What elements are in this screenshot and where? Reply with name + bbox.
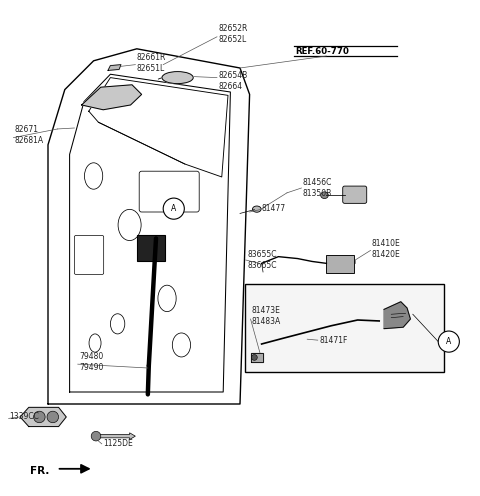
Text: 81477: 81477 [262,204,286,213]
Text: 1339CC: 1339CC [10,413,39,422]
FancyBboxPatch shape [137,235,165,261]
Polygon shape [20,407,66,427]
Text: 82652R
82652L: 82652R 82652L [218,24,248,45]
Text: A: A [446,337,451,346]
FancyBboxPatch shape [245,285,444,372]
Text: REF.60-770: REF.60-770 [295,47,349,56]
Ellipse shape [252,206,261,212]
Text: 82654B
82664: 82654B 82664 [218,71,248,91]
Text: 1125DE: 1125DE [103,439,133,448]
FancyBboxPatch shape [326,255,354,273]
Polygon shape [251,353,263,362]
Circle shape [163,198,184,219]
Circle shape [252,355,257,360]
Ellipse shape [321,192,328,198]
Circle shape [47,411,59,423]
Polygon shape [108,64,121,70]
Text: 83655C
83665C: 83655C 83665C [247,250,276,270]
Circle shape [34,411,45,423]
FancyBboxPatch shape [343,186,367,203]
Text: 79480
79490: 79480 79490 [79,352,104,372]
Circle shape [91,432,101,441]
Polygon shape [384,302,410,329]
Text: A: A [171,204,176,213]
Text: 81473E
81483A: 81473E 81483A [252,306,281,326]
Text: 81471F: 81471F [319,336,348,345]
Circle shape [438,331,459,352]
Ellipse shape [162,71,193,84]
Text: 81456C
81350B: 81456C 81350B [302,178,332,198]
Text: 82671
82681A: 82671 82681A [14,125,44,145]
FancyArrow shape [98,433,135,439]
Text: FR.: FR. [30,466,49,476]
Text: 81410E
81420E: 81410E 81420E [372,239,401,259]
Text: 82661R
82651L: 82661R 82651L [137,53,166,73]
Polygon shape [82,85,142,110]
